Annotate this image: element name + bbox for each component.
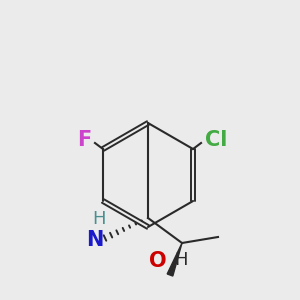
Text: H: H bbox=[92, 210, 106, 228]
Text: H: H bbox=[174, 251, 188, 269]
Polygon shape bbox=[167, 243, 182, 276]
Text: F: F bbox=[77, 130, 91, 150]
Text: N: N bbox=[85, 230, 103, 250]
Text: O: O bbox=[149, 251, 167, 271]
Text: Cl: Cl bbox=[205, 130, 227, 150]
